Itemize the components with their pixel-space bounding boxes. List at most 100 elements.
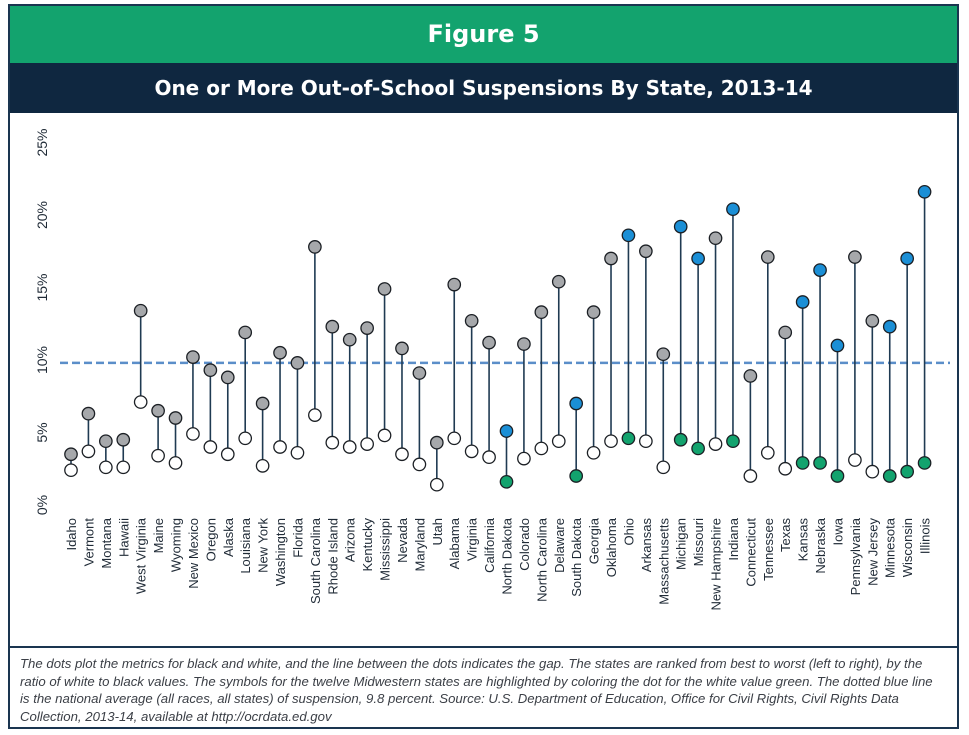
black-value-dot (412, 366, 427, 380)
white-value-dot (517, 451, 531, 466)
black-value-dot (133, 303, 148, 318)
state-label: Montana (99, 517, 114, 568)
white-value-dot (551, 434, 566, 449)
state-label: Massachusetts (656, 518, 671, 605)
black-value-dot (534, 305, 549, 319)
black-value-dot (308, 240, 322, 254)
white-value-dot (325, 435, 340, 450)
state-label: Alabama (447, 517, 462, 569)
white-value-dot (482, 450, 496, 464)
state-label: Minnesota (883, 517, 898, 578)
black-value-dot (621, 228, 636, 243)
black-value-dot (673, 219, 688, 234)
state-label: Washington (273, 518, 288, 586)
state-label: North Carolina (534, 517, 549, 602)
white-value-dot (656, 460, 671, 475)
white-value-dot (708, 437, 723, 451)
white-value-dot (395, 447, 409, 462)
state-label: Colorado (517, 518, 532, 571)
figure-label: Figure 5 (10, 6, 957, 63)
white-value-dot (290, 445, 305, 460)
state-label: Maryland (412, 518, 427, 571)
state-label: Maine (151, 518, 166, 553)
state-label: Utah (430, 518, 445, 545)
white-value-dot (342, 440, 357, 454)
black-value-dot (290, 356, 305, 370)
black-value-dot (830, 338, 845, 353)
black-value-dot (255, 396, 270, 411)
white-value-dot (760, 445, 775, 460)
black-value-dot (342, 332, 357, 347)
white-value-dot (673, 432, 688, 447)
white-value-dot (639, 434, 653, 449)
black-value-dot (517, 337, 531, 351)
state-label: Iowa (830, 517, 845, 545)
state-label: Nevada (395, 517, 410, 563)
x-axis: Idaho Vermont Montana Hawaii West Virginia Ma… (64, 517, 933, 610)
black-value-dot (464, 314, 479, 328)
black-value-dot (377, 282, 392, 296)
state-label: Kansas (796, 518, 811, 562)
black-value-dot (865, 314, 880, 328)
white-value-dot (464, 444, 479, 459)
white-value-dot (168, 456, 183, 470)
white-value-dot (743, 469, 758, 483)
black-value-dot (186, 350, 200, 364)
white-value-dot (621, 431, 636, 446)
black-value-dot (900, 251, 915, 266)
chart-marks (64, 184, 932, 492)
state-label: Florida (290, 517, 305, 558)
black-value-dot (691, 251, 705, 266)
white-value-dot (795, 456, 810, 470)
state-label: South Dakota (569, 517, 584, 597)
state-label: Wyoming (169, 518, 184, 572)
white-value-dot (133, 395, 148, 409)
figure-frame: Figure 5 One or More Out-of-School Suspe… (8, 4, 959, 729)
black-value-dot (447, 277, 462, 292)
white-value-dot (81, 444, 96, 459)
state-label: Idaho (64, 518, 79, 551)
black-value-dot (708, 231, 723, 246)
black-value-dot (360, 321, 374, 335)
chart-title: One or More Out-of-School Suspensions By… (10, 63, 957, 113)
state-label: Arkansas (639, 518, 654, 573)
black-value-dot (551, 274, 566, 289)
black-value-dot (656, 347, 671, 362)
white-value-dot (865, 464, 880, 479)
y-tick-label: 0% (34, 495, 50, 515)
white-value-dot (499, 474, 514, 489)
state-label: Virginia (465, 517, 480, 561)
black-value-dot (499, 424, 514, 438)
state-label: Oklahoma (604, 517, 619, 577)
white-value-dot (151, 448, 165, 463)
black-value-dot (64, 447, 78, 462)
white-value-dot (220, 447, 235, 462)
y-tick-label: 25% (34, 128, 50, 156)
black-value-dot (639, 244, 653, 259)
state-label: New Hampshire (709, 518, 724, 610)
white-value-dot (64, 463, 78, 478)
state-label: Louisiana (238, 517, 253, 573)
black-value-dot (429, 435, 444, 450)
state-label: Nebraska (813, 517, 828, 573)
black-value-dot (220, 370, 235, 385)
white-value-dot (813, 456, 827, 470)
state-label: New York (256, 518, 271, 573)
state-label: Alaska (221, 517, 236, 557)
state-label: Kentucky (360, 518, 375, 572)
state-label: Vermont (81, 518, 96, 567)
state-label: Ohio (621, 518, 636, 545)
state-label: Hawaii (116, 518, 131, 557)
state-label: Oregon (203, 518, 218, 561)
black-value-dot (760, 250, 775, 264)
black-value-dot (98, 434, 113, 449)
white-value-dot (534, 441, 549, 456)
y-tick-label: 20% (34, 201, 50, 229)
black-value-dot (813, 263, 827, 277)
white-value-dot (377, 428, 392, 443)
black-value-dot (917, 184, 932, 199)
black-value-dot (795, 295, 810, 309)
state-label: Wisconsin (900, 518, 915, 577)
black-value-dot (168, 411, 183, 425)
state-label: Georgia (587, 517, 602, 564)
